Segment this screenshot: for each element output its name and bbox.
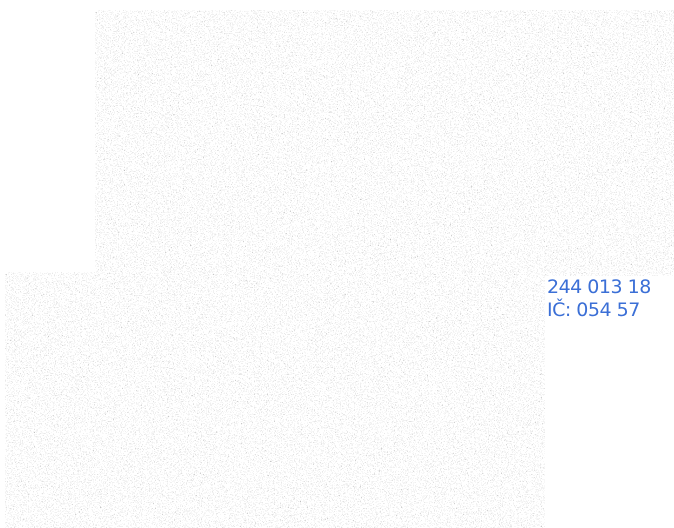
noise-image-bottom [5,272,545,528]
noise-image-top [95,10,674,276]
noise-fill [5,272,545,528]
phone: 244 013 18 [547,276,651,298]
contact-block: 244 013 18 IČ: 054 57 [547,276,674,322]
company-id: IČ: 054 57 [547,299,640,321]
noise-fill [95,10,674,276]
